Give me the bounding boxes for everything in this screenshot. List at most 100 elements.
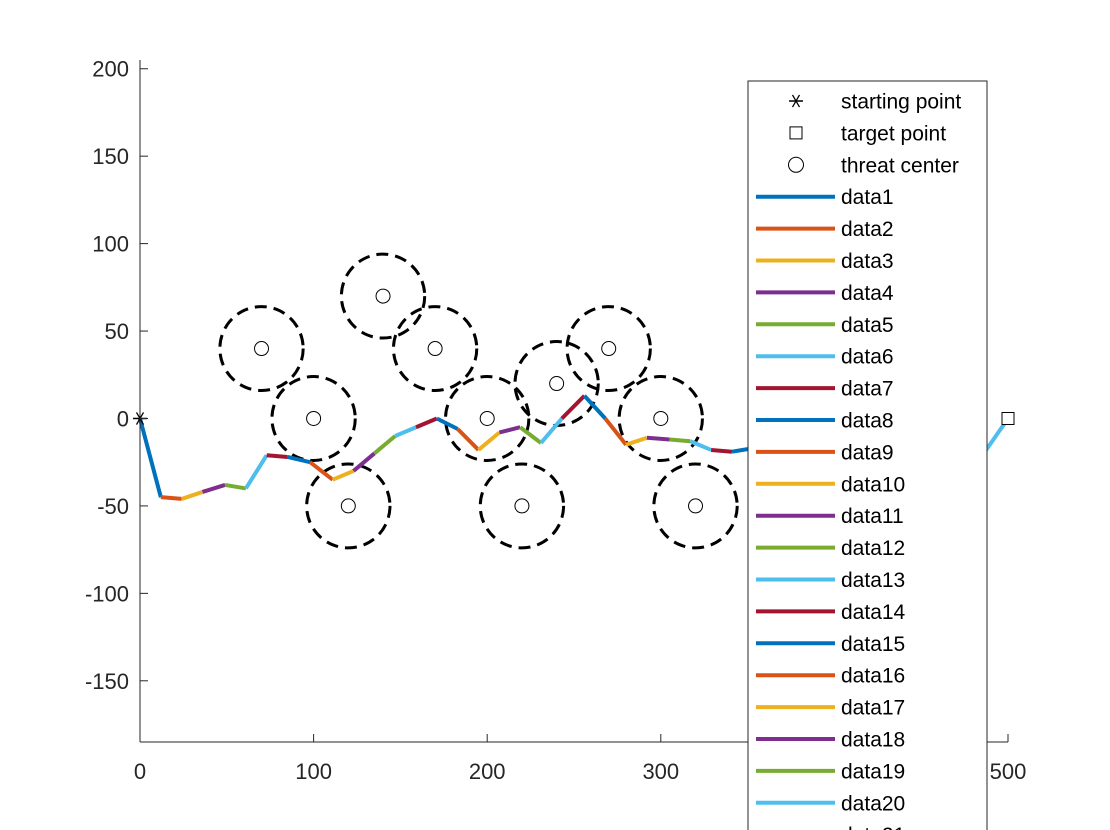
path-segment-data14 bbox=[415, 416, 438, 430]
path-segment-data4 bbox=[201, 483, 226, 494]
y-tick-label: -150 bbox=[85, 669, 129, 694]
legend-item-data6: data6 bbox=[756, 346, 894, 369]
threat-zone-4 bbox=[270, 375, 357, 462]
x-tick-label: 500 bbox=[990, 759, 1027, 784]
y-tick-label: 200 bbox=[92, 57, 129, 82]
path-segment-data21 bbox=[560, 394, 586, 420]
threat-zone-3 bbox=[391, 305, 479, 393]
path-segment-data9 bbox=[308, 460, 334, 482]
threat-zone-10 bbox=[478, 462, 566, 550]
threat-zone-6 bbox=[444, 375, 531, 462]
path-segment-data20 bbox=[539, 417, 564, 445]
y-tick-label: 100 bbox=[92, 232, 129, 257]
legend-asterisk-icon bbox=[789, 94, 803, 108]
path-segment-data5 bbox=[224, 482, 247, 491]
legend-label: data4 bbox=[841, 282, 894, 305]
threat-layer bbox=[218, 252, 739, 550]
threat-center-marker-8 bbox=[601, 341, 617, 357]
path-segment-data27 bbox=[689, 439, 712, 452]
legend-label: data8 bbox=[841, 410, 894, 433]
legend-item-data8: data8 bbox=[756, 410, 894, 433]
legend-label: data1 bbox=[841, 186, 894, 209]
path-segment-data15 bbox=[435, 416, 459, 431]
threat-center-marker-4 bbox=[306, 410, 322, 426]
threat-center-marker-3 bbox=[427, 341, 443, 357]
legend-item-data4: data4 bbox=[756, 282, 894, 305]
threat-center-marker-5 bbox=[340, 498, 356, 514]
legend-label: data6 bbox=[841, 346, 894, 369]
path-segment-data7 bbox=[266, 453, 288, 459]
legend-item-data5: data5 bbox=[756, 314, 894, 337]
path-segment-data26 bbox=[669, 437, 691, 444]
legend-item-data18: data18 bbox=[756, 729, 905, 752]
legend-label: data7 bbox=[841, 378, 894, 401]
legend-item-data16: data16 bbox=[756, 665, 905, 688]
threat-zone-9 bbox=[617, 375, 704, 462]
y-tick-label: 50 bbox=[105, 319, 129, 344]
path-segment-data18 bbox=[498, 425, 521, 435]
legend-label: data21 bbox=[841, 824, 905, 830]
legend-label: data16 bbox=[841, 665, 905, 688]
path-segment-data23 bbox=[603, 417, 628, 446]
threat-center-marker-2 bbox=[375, 288, 391, 304]
legend-label: data13 bbox=[841, 569, 905, 592]
legend-label: data18 bbox=[841, 729, 905, 752]
path-segment-data11 bbox=[352, 451, 376, 473]
legend-item-data2: data2 bbox=[756, 218, 894, 241]
legend-item-data13: data13 bbox=[756, 569, 905, 592]
legend-item-data21: data21 bbox=[841, 824, 905, 830]
threat-center-marker-1 bbox=[254, 341, 270, 357]
path-segment-data13 bbox=[394, 425, 417, 438]
legend-item-data17: data17 bbox=[756, 697, 905, 720]
legend-item-data11: data11 bbox=[756, 505, 904, 528]
y-tick-label: 150 bbox=[92, 144, 129, 169]
path-segment-data16 bbox=[456, 427, 480, 452]
legend-item-data1: data1 bbox=[756, 186, 894, 209]
legend-label: data3 bbox=[841, 250, 894, 273]
legend-item-starting-point: starting point bbox=[789, 91, 961, 114]
legend-item-data19: data19 bbox=[756, 760, 905, 783]
threat-center-marker-9 bbox=[653, 410, 669, 426]
path-segment-data17 bbox=[477, 430, 501, 452]
legend: starting point target point threat center d… bbox=[747, 80, 988, 830]
path-segment-data25 bbox=[646, 435, 670, 442]
threat-center-marker-6 bbox=[479, 410, 495, 426]
y-tick-label: 0 bbox=[117, 406, 129, 431]
legend-label: data20 bbox=[841, 792, 905, 815]
path-segment-data8 bbox=[287, 455, 311, 465]
path-segment-data2 bbox=[160, 495, 182, 501]
path-segment-data6 bbox=[244, 454, 269, 490]
legend-label: data5 bbox=[841, 314, 894, 337]
y-tick-label: -50 bbox=[97, 494, 129, 519]
threat-zone-5 bbox=[305, 462, 392, 550]
legend-label: threat center bbox=[841, 154, 959, 177]
legend-item-data9: data9 bbox=[756, 441, 894, 464]
legend-label: data17 bbox=[841, 697, 905, 720]
target-point-marker bbox=[1001, 411, 1015, 425]
legend-label: data19 bbox=[841, 760, 905, 783]
legend-circle-icon bbox=[788, 156, 804, 173]
x-tick-label: 100 bbox=[295, 759, 332, 784]
path-segment-data10 bbox=[331, 469, 355, 482]
threat-zone-2 bbox=[339, 252, 427, 340]
legend-label: data9 bbox=[841, 441, 894, 464]
path-segment-data12 bbox=[373, 434, 397, 455]
legend-item-data20: data20 bbox=[756, 792, 905, 815]
legend-item-data10: data10 bbox=[756, 473, 905, 496]
x-tick-label: 200 bbox=[469, 759, 506, 784]
legend-label: data11 bbox=[841, 505, 904, 528]
threat-center-marker-10 bbox=[514, 498, 530, 514]
threat-zone-11 bbox=[652, 462, 739, 550]
legend-label: starting point bbox=[841, 91, 961, 114]
legend-label: data10 bbox=[841, 473, 905, 496]
legend-item-data14: data14 bbox=[756, 601, 906, 624]
legend-label: data12 bbox=[841, 537, 905, 560]
legend-item-target-point: target point bbox=[789, 122, 946, 145]
path-segment-data24 bbox=[625, 435, 648, 447]
legend-item-data3: data3 bbox=[756, 250, 894, 273]
path-segment-data19 bbox=[518, 425, 543, 445]
path-segment-data22 bbox=[582, 394, 607, 420]
legend-label: data2 bbox=[841, 218, 894, 241]
legend-label: target point bbox=[841, 122, 946, 145]
